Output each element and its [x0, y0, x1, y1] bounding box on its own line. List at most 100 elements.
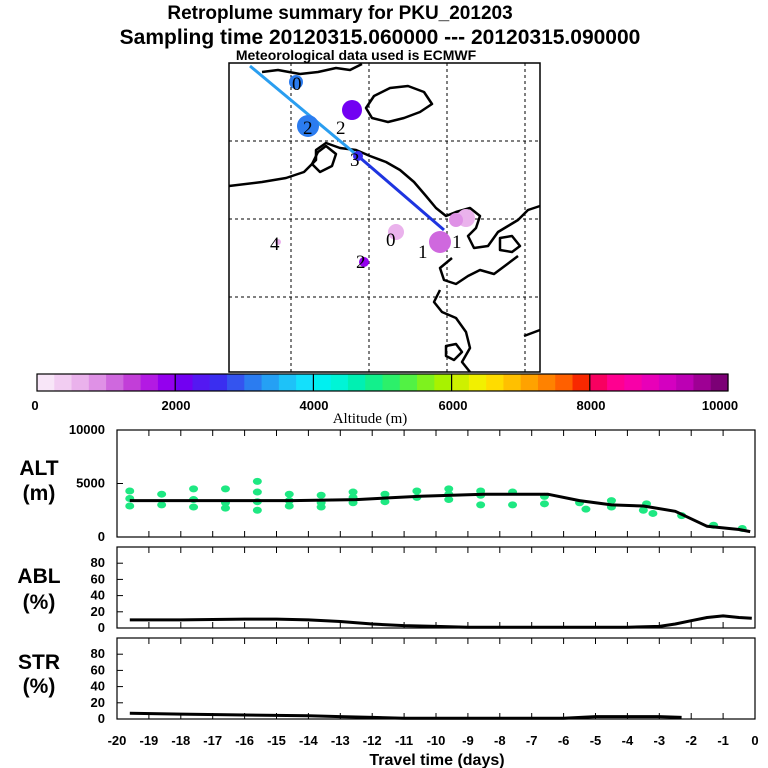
colorbar-swatch — [451, 374, 470, 391]
colorbar-swatch — [54, 374, 73, 391]
alt-cluster-point — [476, 501, 486, 509]
y-tick-label: 10000 — [69, 422, 105, 437]
y-tick-label: 40 — [91, 588, 105, 603]
traj-label: 2 — [336, 118, 346, 139]
colorbar-swatch — [589, 374, 608, 391]
x-tick-label: -3 — [654, 733, 666, 748]
colorbar-swatch — [123, 374, 142, 391]
y-tick-label: 0 — [98, 711, 105, 726]
abl-title: ABL — [17, 565, 60, 588]
cluster-circle — [297, 115, 319, 137]
map-frame — [228, 62, 541, 373]
trajectory-paths — [249, 64, 445, 232]
abl-unit: (%) — [23, 591, 56, 614]
colorbar-swatch — [486, 374, 505, 391]
colorbar-swatch — [347, 374, 366, 391]
alt-cluster-point — [125, 502, 135, 510]
alt-cluster-point — [444, 485, 454, 493]
x-tick-label: 0 — [751, 733, 758, 748]
colorbar-swatch — [106, 374, 124, 391]
colorbar-swatch — [503, 374, 522, 391]
colorbar-swatch — [157, 374, 176, 391]
x-tick-label: -16 — [235, 733, 254, 748]
x-tick-label: -19 — [140, 733, 159, 748]
x-tick-label: -17 — [203, 733, 222, 748]
x-tick-label: -14 — [299, 733, 319, 748]
y-tick-label: 60 — [91, 662, 105, 677]
colorbar-swatch — [192, 374, 211, 391]
x-tick-label: -10 — [427, 733, 446, 748]
colorbar-swatch — [261, 374, 280, 391]
colorbar-swatch — [624, 374, 643, 391]
alt-cluster-point — [189, 485, 199, 493]
cluster-circle — [275, 239, 281, 245]
x-tick-label: -11 — [395, 733, 413, 748]
colorbar-swatch — [382, 374, 401, 391]
colorbar-swatch — [140, 374, 159, 391]
cluster-circle — [289, 75, 303, 89]
colorbar-swatch — [607, 374, 625, 391]
traj-label: 1 — [418, 242, 428, 263]
trajectory-clusters — [275, 75, 475, 267]
x-tick-label: -5 — [590, 733, 602, 748]
cluster-circle — [342, 100, 362, 120]
map-panel: 0 2 2 3 4 0 1 2 1 — [228, 62, 541, 373]
traj-label: 4 — [270, 234, 280, 255]
colorbar-tick: 2000 — [162, 398, 191, 413]
alt-cluster-point — [220, 504, 230, 512]
colorbar-frame — [36, 373, 729, 392]
colorbar-swatch — [88, 374, 107, 391]
colorbar-swatch — [537, 374, 556, 391]
traj-label: 2 — [356, 252, 366, 273]
alt-cluster-point — [638, 506, 648, 514]
colorbar-swatch — [693, 374, 712, 391]
series-line-abl — [129, 614, 752, 629]
y-tick-label: 0 — [98, 529, 105, 544]
trajectory-segment-late — [357, 154, 445, 232]
colorbar-swatch — [555, 374, 574, 391]
x-tick-label: -9 — [462, 733, 474, 748]
axis-ticks — [116, 429, 756, 720]
colorbar-tick: 10000 — [702, 398, 738, 413]
sampling-time: Sampling time 20120315.060000 --- 201203… — [120, 26, 641, 49]
alt-cluster-point — [284, 502, 294, 510]
x-axis-label: Travel time (days) — [369, 752, 504, 768]
alt-cluster-point — [606, 497, 616, 505]
y-tick-label: 80 — [91, 646, 105, 661]
alt-cluster-point — [189, 503, 199, 511]
x-tick-label: -2 — [685, 733, 697, 748]
colorbar-swatch — [296, 374, 314, 391]
alt-cluster-point — [284, 490, 294, 498]
str-panel-frame — [116, 637, 756, 720]
coastlines — [228, 62, 541, 373]
alt-cluster-point — [252, 488, 262, 496]
cluster-circle — [449, 213, 463, 227]
alt-cluster-point — [252, 477, 262, 485]
colorbar-swatch — [365, 374, 384, 391]
colorbar-swatch — [37, 374, 55, 391]
traj-label: 0 — [386, 230, 396, 251]
colorbar-tick: 0 — [31, 398, 38, 413]
colorbar-swatch — [175, 374, 194, 391]
panel-titles: ALT (m) ABL (%) STR (%) — [17, 457, 60, 698]
traj-label: 3 — [350, 150, 360, 171]
alt-cluster-point — [252, 506, 262, 514]
colorbar-swatch — [227, 374, 245, 391]
colorbar-swatch — [244, 374, 263, 391]
traj-label: 1 — [452, 232, 462, 253]
colorbar-swatch — [71, 374, 90, 391]
panel-frames — [116, 429, 756, 720]
traj-label: 2 — [303, 118, 313, 139]
x-tick-label: -20 — [108, 733, 127, 748]
colorbar-ticks: 0 2000 4000 6000 8000 10000 — [31, 398, 738, 413]
alt-cluster-point — [380, 490, 390, 498]
colorbar-swatches — [37, 374, 729, 391]
alt-cluster-point — [412, 487, 422, 495]
alt-title: ALT — [19, 457, 58, 480]
x-tick-label: -8 — [494, 733, 506, 748]
alt-cluster-point — [539, 500, 549, 508]
alt-cluster-point — [220, 485, 230, 493]
colorbar-swatch — [434, 374, 453, 391]
cluster-circle — [359, 257, 369, 267]
